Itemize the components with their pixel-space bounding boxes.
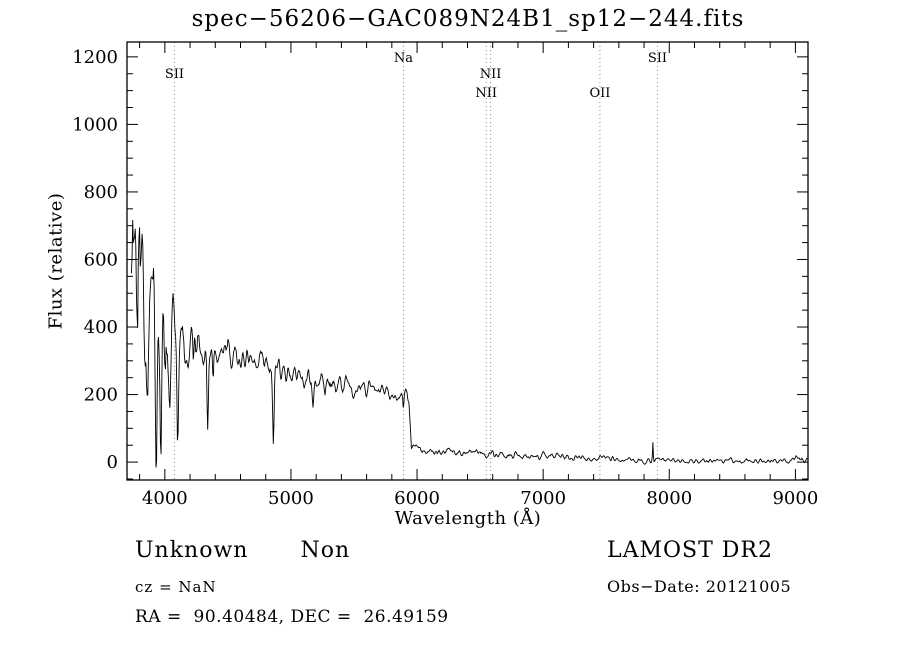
y-tick-label: 1200 [72,47,118,68]
x-axis-title: Wavelength (Å) [394,508,542,529]
class-label: Unknown [135,538,249,563]
spectral-line-label: OII [589,86,610,101]
ra-dec-label: RA = 90.40484, DEC = 26.49159 [135,607,449,627]
y-tick-label: 600 [84,249,118,270]
y-tick-label: 0 [107,452,118,473]
cz-label: cz = NaN [135,578,217,596]
spectral-line-label: SII [648,51,667,66]
y-tick-label: 800 [84,182,118,203]
classification-text: Unknown Non [135,538,350,563]
x-tick-label: 7000 [520,488,566,509]
spectral-line-label: Na [394,51,413,66]
y-tick-label: 200 [84,385,118,406]
x-tick-label: 9000 [772,488,818,509]
spectral-line-label: NII [475,86,497,101]
x-tick-label: 5000 [268,488,314,509]
x-tick-label: 6000 [394,488,440,509]
x-tick-label: 8000 [646,488,692,509]
spectrum-line [130,219,809,468]
plot-title: spec−56206−GAC089N24B1_sp12−244.fits [191,6,745,32]
y-tick-label: 1000 [72,114,118,135]
subclass-label: Non [300,538,351,563]
x-tick-label: 4000 [142,488,188,509]
obs-date-label: Obs−Date: 20121005 [607,577,792,596]
survey-label: LAMOST DR2 [607,538,773,563]
spectral-line-label: NII [480,67,502,82]
plot-frame [126,41,809,481]
y-tick-label: 400 [84,317,118,338]
spectral-line-label: SII [165,67,184,82]
